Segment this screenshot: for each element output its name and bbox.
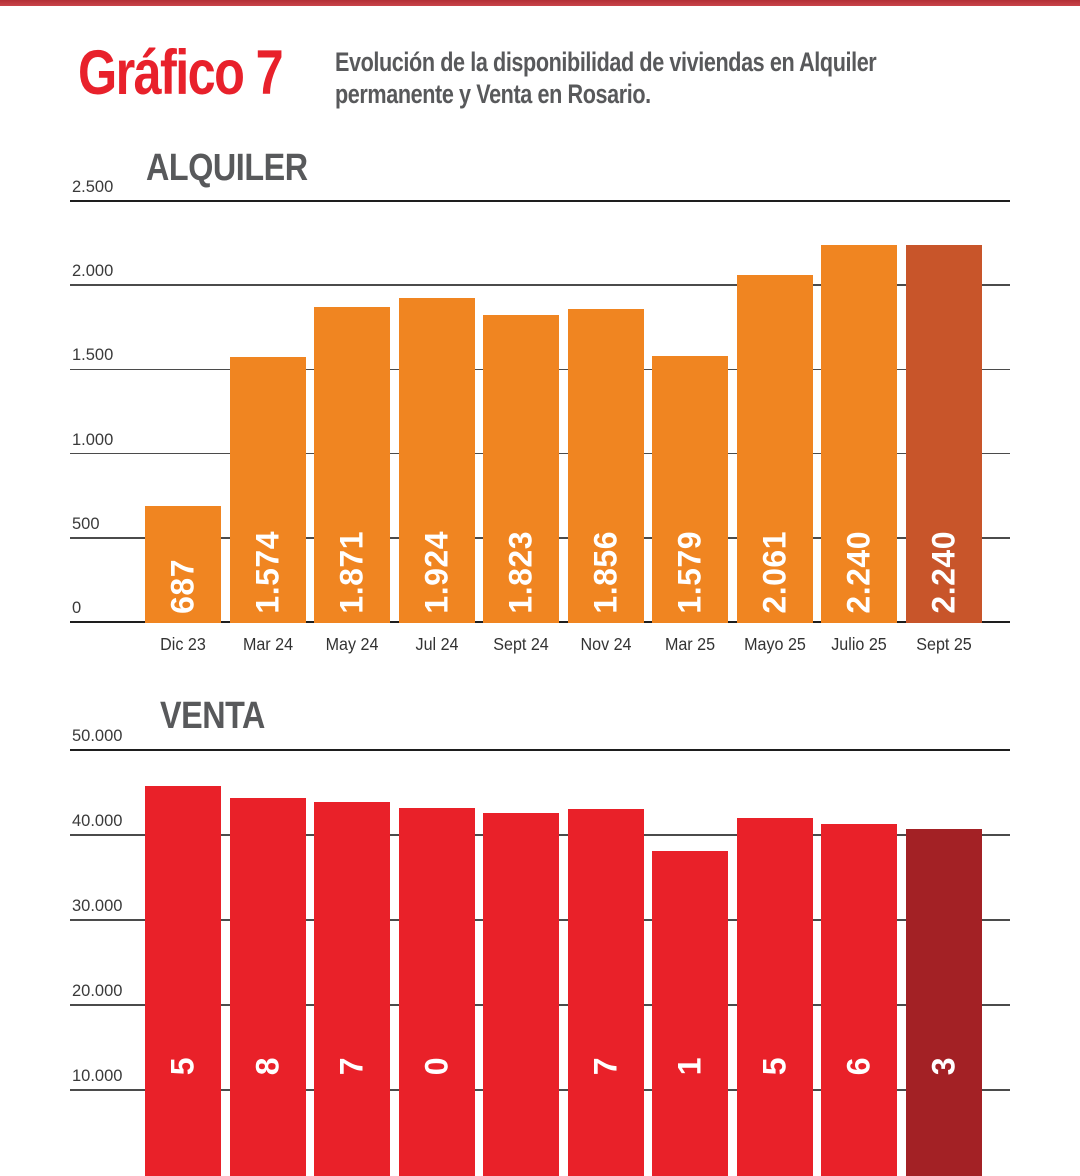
venta-bar-2: 8 <box>229 797 306 1176</box>
bar-value-label-partial: 0 <box>418 1056 455 1076</box>
bar-value-label-partial: 7 <box>587 1056 624 1076</box>
caption-line-1: Evolución de la disponibilidad de vivien… <box>335 47 877 77</box>
alquiler-bar-1: 687 <box>145 506 221 623</box>
alquiler-bar-2: 1.574 <box>229 356 306 623</box>
venta-bar-3: 7 <box>314 801 391 1176</box>
alquiler-bar-4: 1.924 <box>398 297 475 623</box>
x-axis-label: Dic 23 <box>160 634 206 654</box>
venta-bar-9: 6 <box>821 823 898 1176</box>
venta-bar-1: 5 <box>145 785 221 1176</box>
x-axis-label: Mar 24 <box>242 634 293 654</box>
x-axis-label: Nov 24 <box>580 634 632 654</box>
alquiler-bar-10: 2.240 <box>906 244 983 623</box>
alquiler-chart-title: ALQUILER <box>146 147 308 189</box>
venta-chart: VENTA 50.000 40.000 30.000 20.000 10.000 5 8 7 0 7… <box>70 695 1010 1176</box>
y-axis-tick-label: 2.000 <box>72 262 114 281</box>
x-axis-label: Julio 25 <box>831 634 888 654</box>
bar-value-label-partial: 6 <box>840 1056 877 1076</box>
x-axis-label: Sept 24 <box>493 634 549 654</box>
bar-value-label-partial: 1 <box>671 1056 708 1076</box>
alquiler-bar-6: 1.856 <box>567 309 644 623</box>
alquiler-bar-9: 2.240 <box>821 244 898 623</box>
top-accent-strip <box>0 0 1080 6</box>
x-axis-label: May 24 <box>325 634 379 654</box>
alquiler-chart: ALQUILER 2.500 2.000 1.500 1.000 500 0 687 Dic 2… <box>70 147 1010 654</box>
alquiler-bar-8: 2.061 <box>736 274 813 623</box>
x-axis-label: Sept 25 <box>916 634 972 654</box>
x-axis-label: Mayo 25 <box>744 634 806 654</box>
venta-bar-6: 7 <box>567 808 644 1176</box>
y-axis-tick-label: 20.000 <box>72 982 123 1000</box>
y-axis-tick-label: 1.500 <box>72 346 114 365</box>
bar-value-label-partial: 8 <box>249 1056 286 1076</box>
y-axis-tick-label: 2.500 <box>72 178 114 196</box>
x-axis-label: Jul 24 <box>415 634 459 654</box>
venta-chart-title: VENTA <box>160 695 265 737</box>
y-axis-tick-label: 1.000 <box>72 430 114 449</box>
y-axis-tick-label: 10.000 <box>72 1067 123 1085</box>
venta-bar-8: 5 <box>736 818 813 1176</box>
y-axis-tick-label: 30.000 <box>72 897 123 915</box>
alquiler-bar-7: 1.579 <box>652 356 729 623</box>
alquiler-bar-3: 1.871 <box>314 306 391 623</box>
bar-value-label-partial: 5 <box>756 1057 793 1076</box>
y-axis-tick-label: 500 <box>72 514 100 533</box>
gridline <box>70 199 1010 203</box>
x-axis-label: Mar 25 <box>665 634 716 654</box>
venta-bar-5 <box>483 812 560 1176</box>
bar-value-label-partial: 5 <box>164 1056 201 1076</box>
bar-value-label-partial: 3 <box>925 1056 962 1076</box>
y-axis-tick-label: 40.000 <box>72 812 123 830</box>
venta-bar-7: 1 <box>652 851 729 1176</box>
gridline <box>70 748 1010 752</box>
venta-bar-10: 3 <box>906 829 983 1176</box>
bar-value-label-partial: 7 <box>333 1056 370 1076</box>
alquiler-bar-5: 1.823 <box>483 315 560 623</box>
gridline <box>70 284 1010 286</box>
y-axis-tick-label: 0 <box>72 599 82 617</box>
figure-label: Gráfico 7 <box>78 38 284 108</box>
caption-line-2: permanente y Venta en Rosario. <box>335 79 651 109</box>
figure-caption: Evolución de la disponibilidad de vivien… <box>335 46 877 110</box>
y-axis-tick-label: 50.000 <box>72 727 123 745</box>
venta-bar-4: 0 <box>398 807 475 1176</box>
